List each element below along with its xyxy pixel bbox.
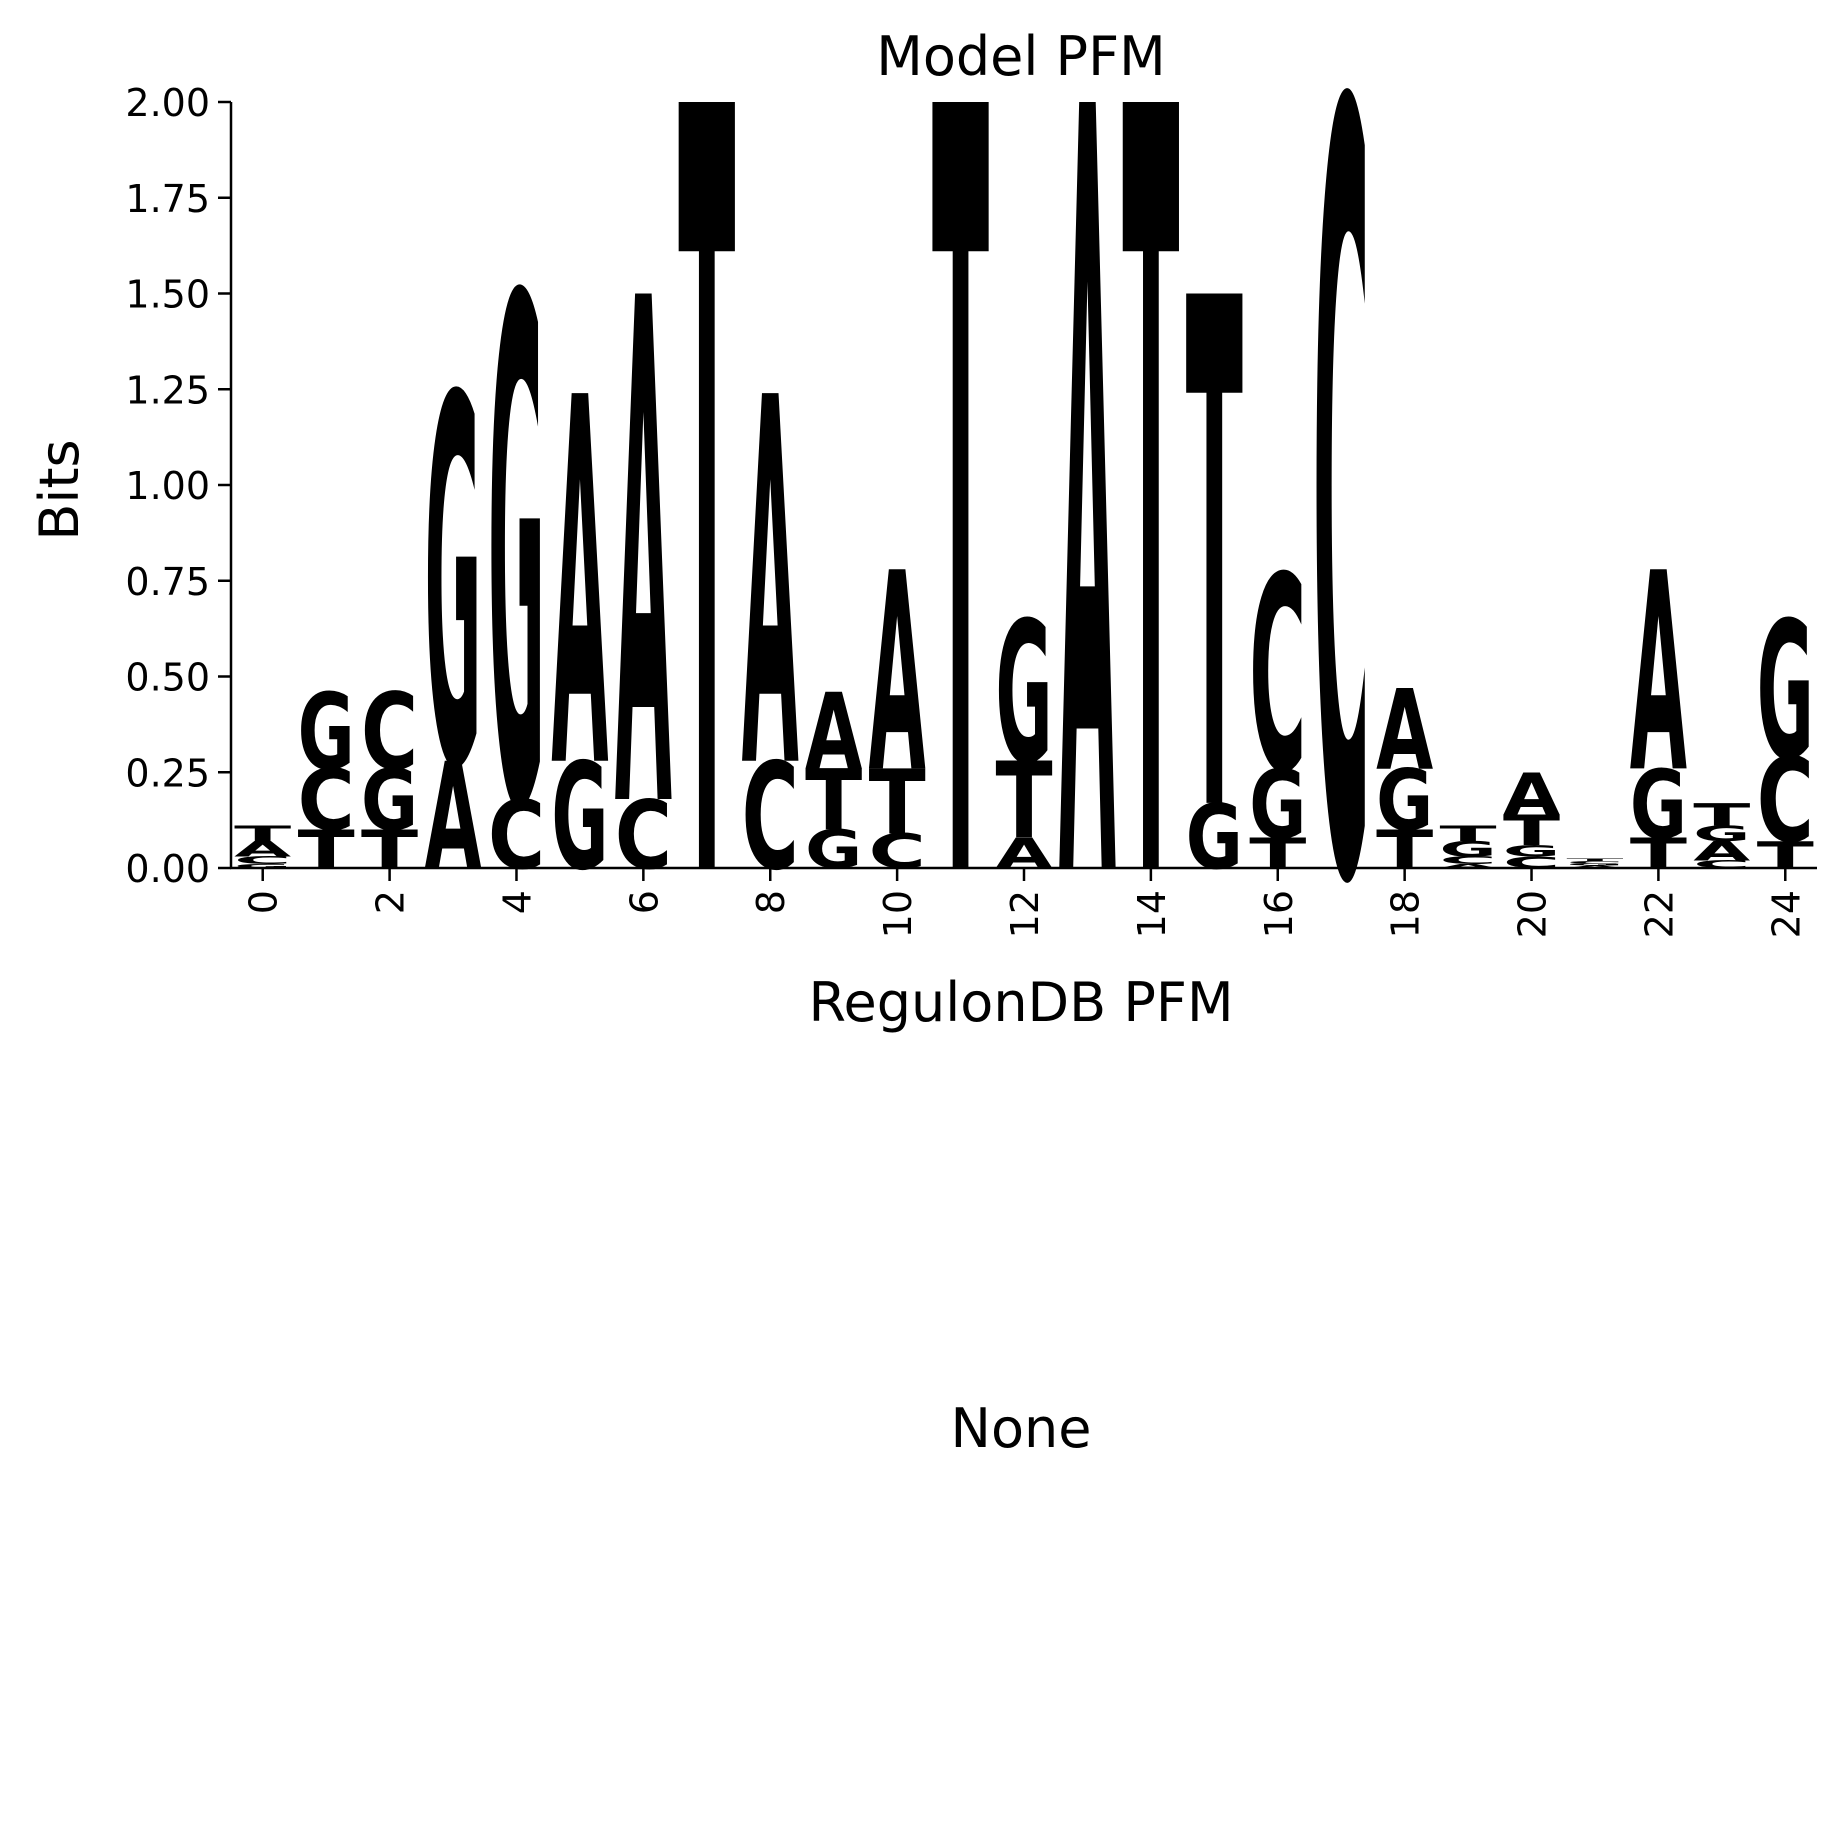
logo-letter-T: T <box>1757 834 1814 877</box>
logo-letter-G: G <box>995 581 1052 807</box>
x-axis-ticks: 0 2 4 6 8 10 12 14 16 18 20 22 24 <box>242 868 1808 938</box>
logo-letter-G: G <box>298 672 355 795</box>
logo-letter-A: A <box>995 829 1053 878</box>
x-tick-label: 8 <box>749 890 793 914</box>
logo-letter-T: T <box>1122 0 1180 1116</box>
logo-letter-T: T <box>234 822 292 846</box>
y-tick-label: 0.75 <box>125 560 210 604</box>
logo-letter-T: T <box>1693 796 1750 833</box>
logo-letter-C: C <box>742 732 799 903</box>
logo-letter-A: A <box>869 516 926 834</box>
logo-letter-T: T <box>805 752 862 850</box>
y-tick-label: 0.50 <box>125 656 210 700</box>
logo-letter-C: C <box>234 855 291 867</box>
logo-letter-T: T <box>932 0 990 1116</box>
logo-letter-G: G <box>1376 752 1433 850</box>
logo-letter-A: A <box>1440 863 1498 869</box>
logo-letter-G: G <box>1630 750 1687 861</box>
logo-letter-A: A <box>1630 516 1687 834</box>
x-tick-label: 12 <box>1003 890 1047 938</box>
logo-letter-G: G <box>361 752 418 850</box>
logo-letter-T: T <box>1503 806 1560 855</box>
empty-subplot-label: None <box>951 1397 1092 1460</box>
logo-letter-T: T <box>1440 822 1498 846</box>
y-tick-label: 2.00 <box>125 81 210 125</box>
logo-letter-A: A <box>234 837 291 861</box>
y-tick-label: 0.00 <box>125 847 210 891</box>
x-tick-label: 14 <box>1130 890 1174 938</box>
logo-letter-G: G <box>1503 842 1560 860</box>
logo-letter-A: A <box>1059 0 1117 1116</box>
logo-letter-C: C <box>488 782 545 891</box>
logo-letter-T: T <box>1630 829 1687 878</box>
logo-letter-C: C <box>1566 860 1623 864</box>
y-axis-ticks: 0.00 0.25 0.50 0.75 1.00 1.25 1.50 1.75 2.00 <box>125 81 231 891</box>
logo-letter-G: G <box>1249 750 1306 861</box>
logo-letter-G: G <box>805 819 862 880</box>
logo-letter-T: T <box>1376 820 1433 881</box>
logo-letter-T: T <box>995 741 1052 863</box>
x-tick-label: 0 <box>242 890 286 914</box>
logo-letter-A: A <box>742 293 800 881</box>
chart-title: Model PFM <box>876 25 1166 88</box>
logo-letter-C: C <box>361 671 418 794</box>
y-axis-label: Bits <box>28 439 91 540</box>
x-tick-label: 6 <box>622 890 666 914</box>
logo-letter-C: C <box>615 782 672 891</box>
logo-letter-T: T <box>361 820 418 881</box>
x-tick-label: 20 <box>1511 890 1555 938</box>
y-tick-label: 1.00 <box>125 464 210 508</box>
logo-letter-C: C <box>1313 0 1370 1116</box>
x-tick-label: 24 <box>1764 890 1808 938</box>
logo-letter-G: G <box>234 863 291 869</box>
x-tick-label: 10 <box>876 890 920 938</box>
y-tick-label: 1.25 <box>125 368 210 412</box>
logo-letter-T: T <box>298 820 355 881</box>
logo-letter-T: T <box>1249 829 1306 878</box>
logo-letter-C: C <box>1249 520 1306 832</box>
x-tick-label: 22 <box>1637 890 1681 938</box>
y-tick-label: 1.75 <box>125 177 210 221</box>
logo-letter-A: A <box>805 672 862 794</box>
logo-letter-G: G <box>1566 863 1623 867</box>
logo-letter-G: G <box>551 732 608 903</box>
logo-letter-G: G <box>424 293 481 880</box>
logo-letter-A: A <box>1376 667 1433 795</box>
logo-letter-T: T <box>1186 156 1244 969</box>
logo-letter-G: G <box>1440 837 1497 862</box>
logo-letter-G: G <box>1186 785 1243 889</box>
logo-letter-G: G <box>488 157 545 963</box>
logo-letter-A: A <box>551 293 609 881</box>
logo-letter-A: A <box>1693 837 1750 867</box>
logo-letter-C: C <box>1757 736 1814 870</box>
logo-letter-A: A <box>424 733 481 904</box>
x-tick-label: 16 <box>1257 890 1301 938</box>
logo-letter-C: C <box>1440 855 1497 867</box>
y-tick-label: 1.50 <box>125 273 210 317</box>
x-tick-label: 2 <box>369 890 413 914</box>
x-tick-label: 18 <box>1384 890 1428 938</box>
logo-letter-T: T <box>678 0 736 1116</box>
logo-letter-G: G <box>1693 822 1750 847</box>
logo-letter-T: T <box>1566 858 1624 862</box>
logo-letter-G: G <box>1757 582 1814 802</box>
logo-letter-C: C <box>298 753 355 851</box>
x-tick-label: 4 <box>495 890 539 914</box>
logo-letter-T: T <box>869 752 926 855</box>
y-tick-label: 0.25 <box>125 751 210 795</box>
logo-letter-A: A <box>615 156 673 963</box>
x-axis-label: RegulonDB PFM <box>808 971 1233 1034</box>
logo-letter-C: C <box>869 825 926 880</box>
logo-letter-A: A <box>1503 761 1560 828</box>
